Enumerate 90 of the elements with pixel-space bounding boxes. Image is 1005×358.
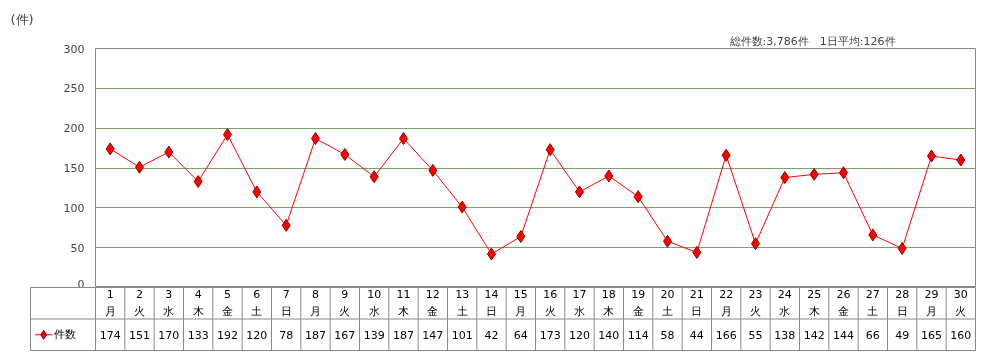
point (809, 167, 819, 181)
point (721, 148, 731, 162)
y-tick-label: 150 (63, 162, 85, 175)
data-label: 140 (598, 328, 620, 342)
x-tick-label: 2 火 (134, 288, 145, 319)
x-tick-label: 14 日 (484, 288, 499, 319)
data-label: 101 (451, 328, 473, 342)
point (545, 143, 555, 157)
point (868, 228, 878, 242)
x-tick-label: 29 月 (924, 288, 939, 319)
x-tick-label: 3 水 (163, 288, 175, 319)
x-tick-label: 4 木 (192, 288, 204, 319)
x-tick-label: 12 金 (425, 288, 440, 319)
data-label: 78 (279, 328, 294, 342)
x-tick-label: 13 土 (455, 288, 470, 319)
x-tick-label: 17 水 (572, 288, 587, 319)
x-tick-label: 19 金 (631, 288, 646, 319)
data-label: 133 (187, 328, 209, 342)
x-tick-label: 21 日 (689, 288, 704, 319)
point (604, 169, 614, 183)
data-label: 187 (393, 328, 414, 342)
data-label: 138 (774, 328, 796, 342)
y-tick-label: 250 (63, 82, 85, 96)
legend-label: 件数 (53, 328, 76, 342)
point (105, 142, 115, 156)
data-label: 58 (660, 328, 675, 342)
point (164, 145, 174, 159)
data-label: 142 (803, 328, 825, 342)
x-tick-label: 11 木 (396, 288, 411, 319)
x-tick-label: 22 月 (719, 288, 734, 319)
x-tick-label: 30 火 (953, 288, 968, 319)
data-label: 114 (627, 328, 649, 342)
data-label: 144 (833, 328, 854, 342)
point (252, 185, 262, 199)
text: 総件数:3,786件 1日平均:126件 (728, 34, 896, 48)
data-label: 42 (484, 328, 499, 342)
y-axis-title: (件) (10, 11, 34, 27)
x-tick-label: 9 火 (339, 288, 351, 319)
data-label: 170 (158, 328, 180, 342)
x-tick-label: 20 土 (660, 288, 675, 319)
data-label: 192 (217, 328, 238, 342)
point (457, 200, 467, 214)
data-label: 151 (129, 328, 150, 342)
x-tick-label: 18 木 (601, 288, 616, 319)
data-label: 187 (305, 328, 326, 342)
y-tick-label: 50 (70, 241, 85, 255)
x-tick-label: 8 月 (310, 288, 321, 319)
point (633, 190, 643, 204)
x-tick-label: 5 金 (222, 288, 233, 319)
data-label: 64 (513, 328, 528, 342)
point (956, 153, 966, 167)
point (428, 163, 438, 177)
x-tick-label: 6 土 (251, 288, 263, 319)
point (516, 230, 526, 244)
y-tick-label: 0 (77, 277, 85, 291)
data-label: 160 (950, 328, 972, 342)
x-tick-label: 24 水 (777, 288, 792, 319)
data-label: 147 (422, 328, 444, 342)
data-label: 173 (539, 328, 561, 342)
y-tick-label: 100 (63, 201, 85, 215)
x-tick-label: 28 日 (895, 288, 910, 319)
x-tick-label: 23 火 (748, 288, 763, 319)
data-label: 55 (748, 328, 763, 342)
x-tick-label: 25 木 (807, 288, 822, 319)
data-label: 166 (715, 328, 737, 342)
point (692, 245, 702, 259)
x-tick-label: 1 月 (104, 288, 116, 319)
x-tick-label: 7 日 (280, 288, 292, 319)
point (897, 241, 907, 255)
data-label: 165 (921, 328, 942, 342)
point (780, 171, 790, 185)
data-label: 139 (363, 328, 385, 342)
point (281, 218, 291, 232)
data-label: 44 (689, 328, 704, 342)
data-label: 174 (99, 328, 121, 342)
x-tick-label: 10 水 (367, 288, 382, 319)
data-label: 66 (865, 328, 880, 342)
data-label: 167 (334, 328, 356, 342)
data-label: 120 (569, 328, 590, 342)
x-tick-label: 16 火 (543, 288, 558, 319)
y-tick-label: 300 (63, 42, 85, 56)
y-tick-label: 200 (63, 122, 85, 136)
point (340, 147, 350, 161)
point (369, 170, 379, 184)
data-label: 49 (895, 328, 910, 342)
x-tick-label: 15 月 (513, 288, 528, 319)
x-tick-label: 27 土 (865, 288, 880, 319)
x-tick-label: 26 金 (836, 288, 851, 319)
data-label: 120 (246, 328, 268, 342)
point (193, 175, 203, 189)
